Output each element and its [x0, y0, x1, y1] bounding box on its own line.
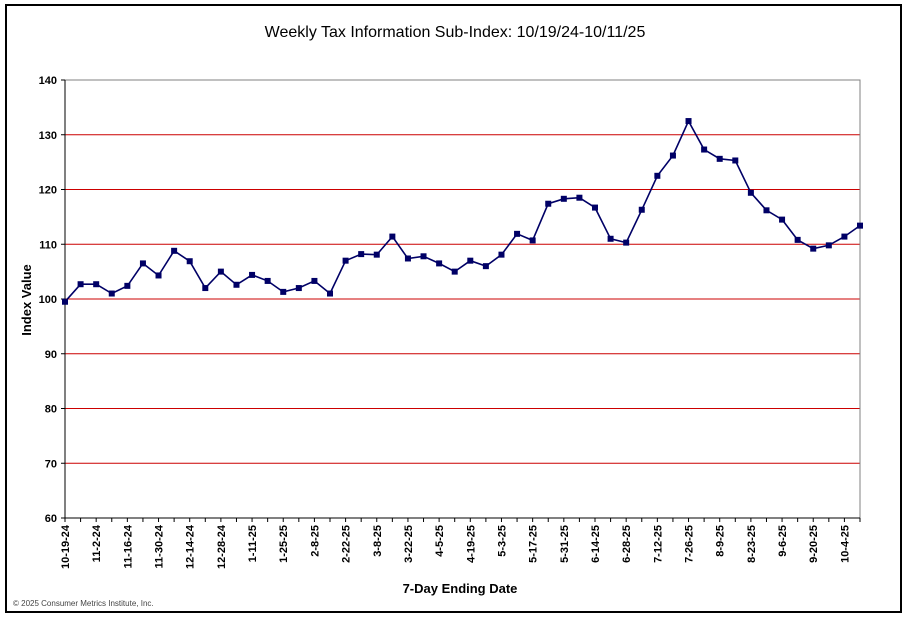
y-tick-label: 90	[45, 349, 57, 361]
data-point-marker	[217, 268, 224, 275]
data-point-marker	[669, 152, 676, 159]
data-point-marker	[747, 189, 754, 196]
data-point-marker	[716, 155, 723, 162]
data-point-marker	[311, 277, 318, 284]
data-point-marker	[139, 260, 146, 267]
x-tick-label: 2-22-25	[341, 525, 353, 563]
data-point-marker	[404, 255, 411, 262]
data-point-marker	[685, 118, 692, 125]
grid-lines	[65, 79, 860, 464]
y-tick-label: 120	[39, 185, 57, 197]
x-tick-label: 4-5-25	[434, 525, 446, 557]
data-point-marker	[857, 222, 863, 229]
x-tick-label: 3-22-25	[403, 525, 415, 563]
data-point-marker	[124, 282, 131, 289]
data-point-marker	[592, 204, 598, 211]
y-axis-tick-labels: 60 70 80 90 100 110 120 130 140	[39, 75, 65, 525]
x-tick-label: 12-28-24	[216, 524, 228, 569]
data-point-marker	[607, 235, 614, 242]
data-point-marker	[701, 146, 708, 153]
data-point-marker	[623, 239, 630, 246]
data-point-marker	[202, 285, 209, 292]
copyright-notice: © 2025 Consumer Metrics Institute, Inc.	[13, 599, 154, 608]
data-point-marker	[560, 195, 567, 202]
x-tick-label: 3-8-25	[372, 525, 384, 557]
data-point-marker	[280, 288, 287, 295]
data-point-marker	[576, 194, 583, 201]
y-tick-label: 70	[45, 458, 57, 470]
data-point-marker	[342, 257, 349, 264]
data-point-marker	[451, 268, 458, 275]
data-series	[62, 118, 863, 305]
x-tick-label: 5-17-25	[528, 525, 540, 563]
data-point-marker	[763, 207, 770, 214]
data-point-marker	[732, 157, 739, 164]
x-tick-label: 6-14-25	[590, 525, 602, 563]
y-tick-label: 80	[45, 404, 57, 416]
x-tick-label: 6-28-25	[621, 525, 633, 563]
x-tick-label: 7-26-25	[684, 525, 696, 563]
data-point-marker	[482, 263, 489, 270]
x-axis-title: 7-Day Ending Date	[403, 581, 518, 596]
x-tick-label: 10-19-24	[60, 524, 72, 569]
chart-frame	[5, 4, 902, 613]
x-tick-label: 1-11-25	[247, 525, 259, 562]
x-tick-label: 1-25-25	[278, 525, 290, 563]
x-tick-label: 11-2-24	[91, 524, 103, 562]
data-point-marker	[498, 251, 505, 258]
x-tick-label: 12-14-24	[185, 524, 197, 569]
data-point-marker	[810, 245, 817, 252]
chart-title: Weekly Tax Information Sub-Index: 10/19/…	[265, 24, 646, 41]
data-point-marker	[264, 277, 271, 284]
data-point-marker	[420, 253, 427, 260]
x-axis-tick-labels: 10-19-24 11-2-24 11-16-24 11-30-24 12-14-24 1…	[60, 518, 861, 569]
data-point-marker	[545, 200, 552, 207]
y-tick-label: 60	[45, 513, 57, 525]
data-point-marker	[358, 251, 365, 258]
data-point-marker	[155, 272, 162, 279]
y-tick-label: 110	[39, 239, 57, 251]
x-tick-label: 11-30-24	[154, 524, 166, 568]
data-point-marker	[467, 257, 474, 264]
data-point-marker	[794, 236, 801, 243]
x-tick-label: 2-8-25	[309, 525, 321, 557]
data-point-marker	[779, 216, 786, 223]
x-tick-label: 7-12-25	[652, 525, 664, 563]
y-tick-label: 140	[39, 75, 57, 87]
data-point-marker	[825, 242, 832, 249]
x-tick-label: 4-19-25	[465, 525, 477, 563]
data-point-marker	[249, 271, 256, 278]
x-tick-label: 10-4-25	[839, 525, 851, 563]
x-tick-label: 11-16-24	[122, 524, 134, 568]
data-point-marker	[62, 298, 68, 305]
y-tick-label: 100	[39, 294, 57, 306]
data-point-marker	[841, 233, 848, 240]
data-point-marker	[295, 285, 302, 292]
data-point-marker	[389, 233, 396, 240]
data-point-marker	[327, 290, 333, 297]
x-tick-label: 9-6-25	[777, 525, 789, 557]
data-point-marker	[77, 281, 84, 288]
x-tick-label: 8-23-25	[746, 525, 758, 563]
data-point-marker	[514, 230, 521, 237]
data-point-marker	[233, 281, 240, 288]
data-point-marker	[436, 260, 443, 267]
x-tick-label: 5-3-25	[496, 525, 508, 557]
y-axis-title: Index Value	[19, 264, 34, 336]
data-point-marker	[186, 258, 193, 265]
x-tick-label: 5-31-25	[559, 525, 571, 563]
data-point-marker	[108, 290, 115, 297]
x-tick-label: 9-20-25	[808, 525, 820, 563]
y-tick-label: 130	[39, 130, 57, 142]
data-point-marker	[638, 206, 645, 213]
data-point-marker	[529, 237, 536, 244]
data-point-marker	[373, 251, 380, 258]
data-point-marker	[93, 281, 100, 288]
series-line	[64, 119, 861, 303]
data-point-marker	[171, 247, 178, 254]
data-point-marker	[654, 172, 661, 179]
x-tick-label: 8-9-25	[715, 525, 727, 557]
